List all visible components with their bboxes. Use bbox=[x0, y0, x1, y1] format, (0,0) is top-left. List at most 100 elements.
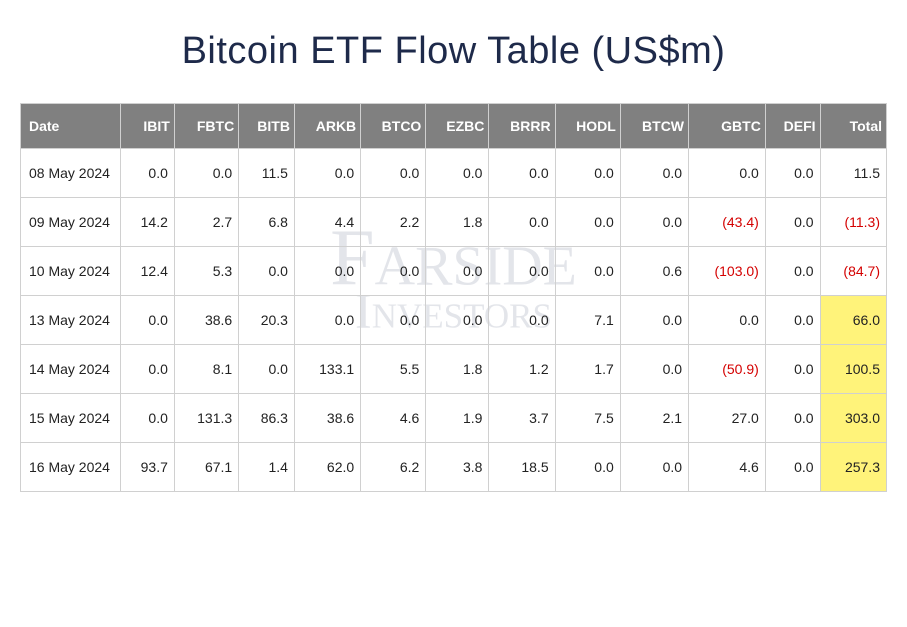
value-cell: 131.3 bbox=[174, 394, 238, 443]
value-cell: 4.4 bbox=[294, 198, 360, 247]
table-header-row: DateIBITFBTCBITBARKBBTCOEZBCBRRRHODLBTCW… bbox=[21, 104, 887, 149]
value-cell: 1.8 bbox=[426, 345, 489, 394]
value-cell: 62.0 bbox=[294, 443, 360, 492]
value-cell: 0.0 bbox=[620, 149, 688, 198]
value-cell: 0.0 bbox=[361, 247, 426, 296]
value-cell: 1.2 bbox=[489, 345, 555, 394]
value-cell: 0.0 bbox=[489, 296, 555, 345]
col-header: DEFI bbox=[765, 104, 820, 149]
value-cell: 1.4 bbox=[239, 443, 295, 492]
value-cell: 0.0 bbox=[426, 149, 489, 198]
col-header: IBIT bbox=[121, 104, 175, 149]
value-cell: 0.0 bbox=[689, 149, 766, 198]
value-cell: 5.5 bbox=[361, 345, 426, 394]
value-cell: 4.6 bbox=[361, 394, 426, 443]
col-header: GBTC bbox=[689, 104, 766, 149]
col-header: HODL bbox=[555, 104, 620, 149]
value-cell: 0.0 bbox=[489, 149, 555, 198]
table-row: 13 May 20240.038.620.30.00.00.00.07.10.0… bbox=[21, 296, 887, 345]
value-cell: 20.3 bbox=[239, 296, 295, 345]
date-cell: 08 May 2024 bbox=[21, 149, 121, 198]
value-cell: 0.0 bbox=[555, 149, 620, 198]
value-cell: 4.6 bbox=[689, 443, 766, 492]
value-cell: 0.0 bbox=[121, 345, 175, 394]
value-cell: 303.0 bbox=[820, 394, 886, 443]
value-cell: 2.2 bbox=[361, 198, 426, 247]
date-cell: 15 May 2024 bbox=[21, 394, 121, 443]
value-cell: 1.8 bbox=[426, 198, 489, 247]
value-cell: 0.0 bbox=[121, 149, 175, 198]
col-header: BTCO bbox=[361, 104, 426, 149]
value-cell: 0.0 bbox=[765, 443, 820, 492]
table-row: 09 May 202414.22.76.84.42.21.80.00.00.0(… bbox=[21, 198, 887, 247]
table-head: DateIBITFBTCBITBARKBBTCOEZBCBRRRHODLBTCW… bbox=[21, 104, 887, 149]
col-header: FBTC bbox=[174, 104, 238, 149]
value-cell: (43.4) bbox=[689, 198, 766, 247]
etf-flow-table: DateIBITFBTCBITBARKBBTCOEZBCBRRRHODLBTCW… bbox=[20, 103, 887, 492]
value-cell: 0.0 bbox=[294, 247, 360, 296]
value-cell: 100.5 bbox=[820, 345, 886, 394]
col-header: BITB bbox=[239, 104, 295, 149]
table-row: 16 May 202493.767.11.462.06.23.818.50.00… bbox=[21, 443, 887, 492]
value-cell: 67.1 bbox=[174, 443, 238, 492]
value-cell: 0.0 bbox=[620, 443, 688, 492]
col-header: BTCW bbox=[620, 104, 688, 149]
value-cell: 18.5 bbox=[489, 443, 555, 492]
value-cell: 0.0 bbox=[361, 296, 426, 345]
value-cell: 11.5 bbox=[239, 149, 295, 198]
table-row: 08 May 20240.00.011.50.00.00.00.00.00.00… bbox=[21, 149, 887, 198]
value-cell: 7.1 bbox=[555, 296, 620, 345]
value-cell: 0.0 bbox=[239, 247, 295, 296]
value-cell: (103.0) bbox=[689, 247, 766, 296]
col-header: ARKB bbox=[294, 104, 360, 149]
value-cell: 66.0 bbox=[820, 296, 886, 345]
value-cell: 7.5 bbox=[555, 394, 620, 443]
col-header: BRRR bbox=[489, 104, 555, 149]
value-cell: 0.0 bbox=[620, 345, 688, 394]
value-cell: 0.0 bbox=[765, 296, 820, 345]
value-cell: 0.0 bbox=[121, 394, 175, 443]
value-cell: 1.7 bbox=[555, 345, 620, 394]
value-cell: 6.8 bbox=[239, 198, 295, 247]
value-cell: 3.7 bbox=[489, 394, 555, 443]
value-cell: 0.0 bbox=[239, 345, 295, 394]
value-cell: 0.0 bbox=[361, 149, 426, 198]
value-cell: 0.0 bbox=[555, 443, 620, 492]
value-cell: 0.0 bbox=[765, 247, 820, 296]
date-cell: 09 May 2024 bbox=[21, 198, 121, 247]
value-cell: 0.0 bbox=[294, 296, 360, 345]
col-header: Total bbox=[820, 104, 886, 149]
value-cell: 93.7 bbox=[121, 443, 175, 492]
value-cell: (50.9) bbox=[689, 345, 766, 394]
value-cell: 0.0 bbox=[765, 345, 820, 394]
value-cell: 133.1 bbox=[294, 345, 360, 394]
value-cell: 0.0 bbox=[121, 296, 175, 345]
table-row: 14 May 20240.08.10.0133.15.51.81.21.70.0… bbox=[21, 345, 887, 394]
value-cell: 0.0 bbox=[765, 149, 820, 198]
value-cell: 0.0 bbox=[426, 296, 489, 345]
value-cell: 86.3 bbox=[239, 394, 295, 443]
value-cell: 11.5 bbox=[820, 149, 886, 198]
value-cell: 6.2 bbox=[361, 443, 426, 492]
value-cell: 2.1 bbox=[620, 394, 688, 443]
table-body: 08 May 20240.00.011.50.00.00.00.00.00.00… bbox=[21, 149, 887, 492]
value-cell: 0.6 bbox=[620, 247, 688, 296]
value-cell: 1.9 bbox=[426, 394, 489, 443]
table-row: 15 May 20240.0131.386.338.64.61.93.77.52… bbox=[21, 394, 887, 443]
value-cell: 38.6 bbox=[174, 296, 238, 345]
value-cell: 257.3 bbox=[820, 443, 886, 492]
value-cell: 38.6 bbox=[294, 394, 360, 443]
value-cell: 14.2 bbox=[121, 198, 175, 247]
value-cell: 0.0 bbox=[294, 149, 360, 198]
value-cell: 0.0 bbox=[765, 394, 820, 443]
date-cell: 13 May 2024 bbox=[21, 296, 121, 345]
col-header: EZBC bbox=[426, 104, 489, 149]
value-cell: 5.3 bbox=[174, 247, 238, 296]
value-cell: (11.3) bbox=[820, 198, 886, 247]
value-cell: 0.0 bbox=[765, 198, 820, 247]
value-cell: 2.7 bbox=[174, 198, 238, 247]
value-cell: 3.8 bbox=[426, 443, 489, 492]
table-container: Farside Investors DateIBITFBTCBITBARKBBT… bbox=[20, 103, 887, 492]
value-cell: 0.0 bbox=[426, 247, 489, 296]
date-cell: 14 May 2024 bbox=[21, 345, 121, 394]
